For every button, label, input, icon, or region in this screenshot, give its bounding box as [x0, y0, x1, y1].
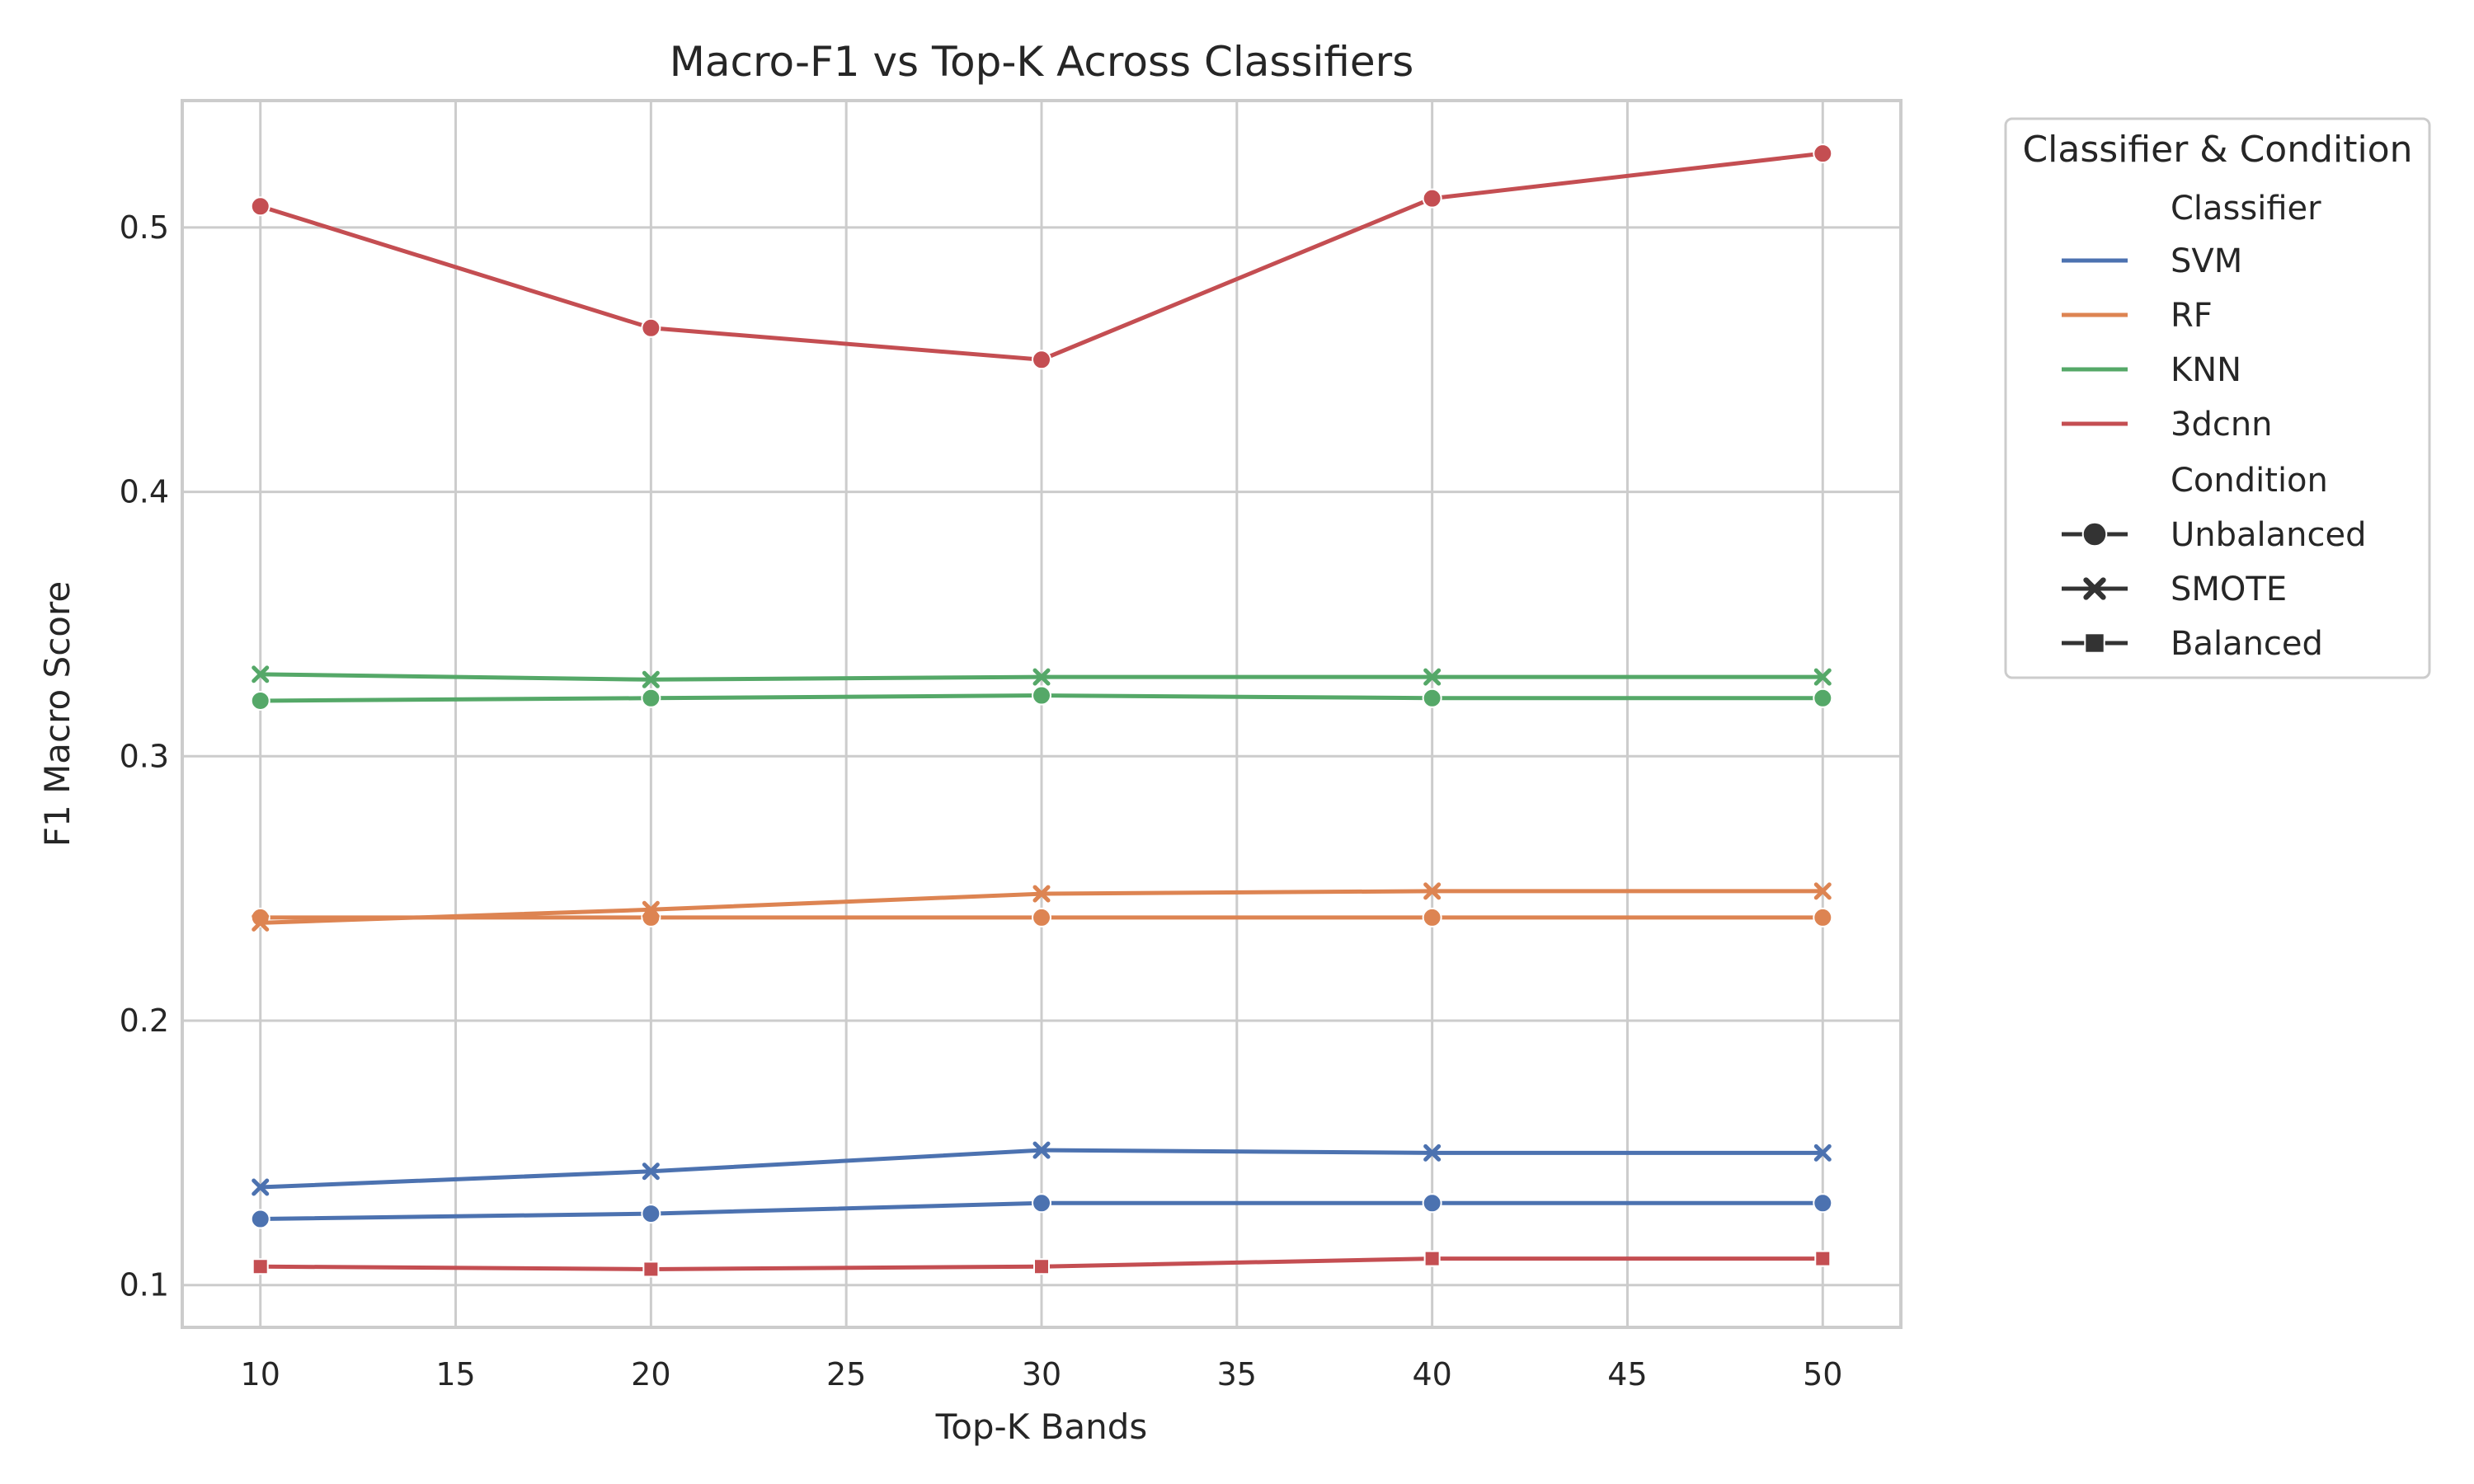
- legend-label-rf: RF: [2171, 297, 2213, 335]
- data-point-rf-smote: [1032, 885, 1051, 903]
- plot-frame: [181, 99, 1903, 1329]
- x-axis-label: Top-K Bands: [935, 1407, 1148, 1447]
- series-rf-smote: [252, 882, 1832, 932]
- series-3dcnn-balanced: [252, 1250, 1832, 1278]
- data-point-3dcnn-unbalanced: [1032, 350, 1051, 370]
- data-point-knn-unbalanced: [1813, 688, 1833, 708]
- x-tick-label: 30: [1022, 1356, 1061, 1392]
- legend-label-svm: SVM: [2171, 242, 2242, 280]
- data-point-3dcnn-unbalanced: [641, 317, 661, 338]
- series-knn-smote: [252, 665, 1832, 688]
- legend-classifier-header: Classifier: [2171, 190, 2321, 228]
- data-point-3dcnn-balanced: [1033, 1258, 1050, 1275]
- data-point-3dcnn-unbalanced: [1813, 143, 1833, 164]
- data-point-svm-smote: [1032, 1141, 1051, 1159]
- data-point-knn-unbalanced: [1422, 688, 1442, 708]
- data-point-3dcnn-balanced: [1814, 1250, 1832, 1267]
- data-point-3dcnn-balanced: [1423, 1250, 1441, 1267]
- series-rf-unbalanced: [250, 907, 1833, 928]
- data-point-knn-smote: [1032, 668, 1051, 686]
- series-3dcnn-unbalanced: [250, 143, 1833, 370]
- series-layer: [250, 143, 1833, 1278]
- legend-classifiers: SVM RF KNN 3dcnn: [2062, 242, 2273, 444]
- legend-label-unbalanced: Unbalanced: [2171, 516, 2367, 554]
- tick-labels: 10 15 20 25 30 35 40 45 50 0.1 0.2 0.3 0.4 0.5: [120, 209, 1843, 1392]
- data-point-knn-unbalanced: [250, 690, 270, 711]
- series-svm-unbalanced: [250, 1193, 1833, 1229]
- data-point-svm-unbalanced: [1422, 1193, 1442, 1214]
- x-tick-label: 45: [1607, 1356, 1647, 1392]
- x-tick-label: 25: [826, 1356, 866, 1392]
- y-tick-label: 0.5: [120, 209, 169, 246]
- legend-marker-unbalanced: [2081, 521, 2108, 547]
- legend-marker-smote: [2083, 577, 2106, 600]
- legend-title: Classifier & Condition: [2022, 129, 2412, 171]
- data-point-knn-unbalanced: [1032, 685, 1051, 706]
- data-point-3dcnn-balanced: [252, 1258, 269, 1275]
- data-point-rf-unbalanced: [1813, 907, 1833, 928]
- y-tick-label: 0.3: [120, 738, 169, 774]
- data-point-knn-smote: [642, 670, 660, 688]
- data-point-rf-smote: [252, 913, 270, 932]
- grid-layer: [182, 101, 1901, 1327]
- y-tick-label: 0.2: [120, 1003, 169, 1039]
- legend-condition-header: Condition: [2171, 462, 2328, 500]
- x-tick-label: 35: [1217, 1356, 1257, 1392]
- legend-label-knn: KNN: [2171, 351, 2241, 389]
- x-tick-label: 10: [241, 1356, 280, 1392]
- data-point-knn-smote: [1813, 668, 1832, 686]
- data-point-svm-smote: [1813, 1144, 1832, 1162]
- data-point-rf-smote: [1813, 882, 1832, 900]
- x-tick-label: 50: [1803, 1356, 1842, 1392]
- x-tick-label: 20: [631, 1356, 670, 1392]
- data-point-svm-smote: [1423, 1144, 1442, 1162]
- legend-label-3dcnn: 3dcnn: [2171, 406, 2273, 444]
- data-point-svm-unbalanced: [641, 1204, 661, 1224]
- data-point-svm-smote: [642, 1162, 660, 1181]
- legend-label-smote: SMOTE: [2171, 571, 2287, 608]
- series-knn-unbalanced: [250, 685, 1833, 711]
- chart-title: Macro-F1 vs Top-K Across Classifiers: [670, 38, 1414, 86]
- legend-marker-balanced: [2084, 632, 2105, 654]
- data-point-knn-unbalanced: [641, 688, 661, 708]
- y-axis-label: F1 Macro Score: [37, 581, 78, 847]
- data-point-rf-unbalanced: [1032, 907, 1051, 928]
- data-point-svm-smote: [252, 1178, 270, 1196]
- data-point-knn-smote: [1423, 668, 1442, 686]
- x-tick-label: 15: [435, 1356, 475, 1392]
- data-point-svm-unbalanced: [250, 1209, 270, 1229]
- legend-conditions: Unbalanced SMOTE Balanced: [2062, 516, 2367, 663]
- series-svm-smote: [252, 1141, 1832, 1196]
- data-point-knn-smote: [252, 665, 270, 683]
- data-point-rf-unbalanced: [1422, 907, 1442, 928]
- data-point-3dcnn-unbalanced: [250, 196, 270, 217]
- data-point-3dcnn-unbalanced: [1422, 188, 1442, 209]
- data-point-svm-unbalanced: [1032, 1193, 1051, 1214]
- data-point-3dcnn-balanced: [642, 1261, 660, 1278]
- y-tick-label: 0.4: [120, 474, 169, 510]
- data-point-rf-smote: [1423, 882, 1442, 900]
- y-tick-label: 0.1: [120, 1267, 169, 1303]
- data-point-svm-unbalanced: [1813, 1193, 1833, 1214]
- data-point-rf-smote: [642, 900, 660, 918]
- legend: Classifier & Condition Classifier SVM RF K…: [2004, 117, 2431, 679]
- x-tick-label: 40: [1412, 1356, 1451, 1392]
- legend-label-balanced: Balanced: [2171, 625, 2323, 663]
